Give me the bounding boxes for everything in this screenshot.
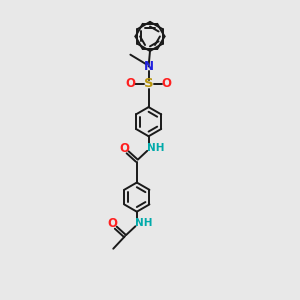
Text: S: S: [144, 77, 153, 90]
Text: O: O: [125, 77, 135, 90]
Text: NH: NH: [147, 143, 164, 153]
Text: N: N: [144, 60, 154, 73]
Text: O: O: [107, 217, 117, 230]
Text: O: O: [119, 142, 129, 154]
Text: O: O: [162, 77, 172, 90]
Text: NH: NH: [135, 218, 153, 229]
